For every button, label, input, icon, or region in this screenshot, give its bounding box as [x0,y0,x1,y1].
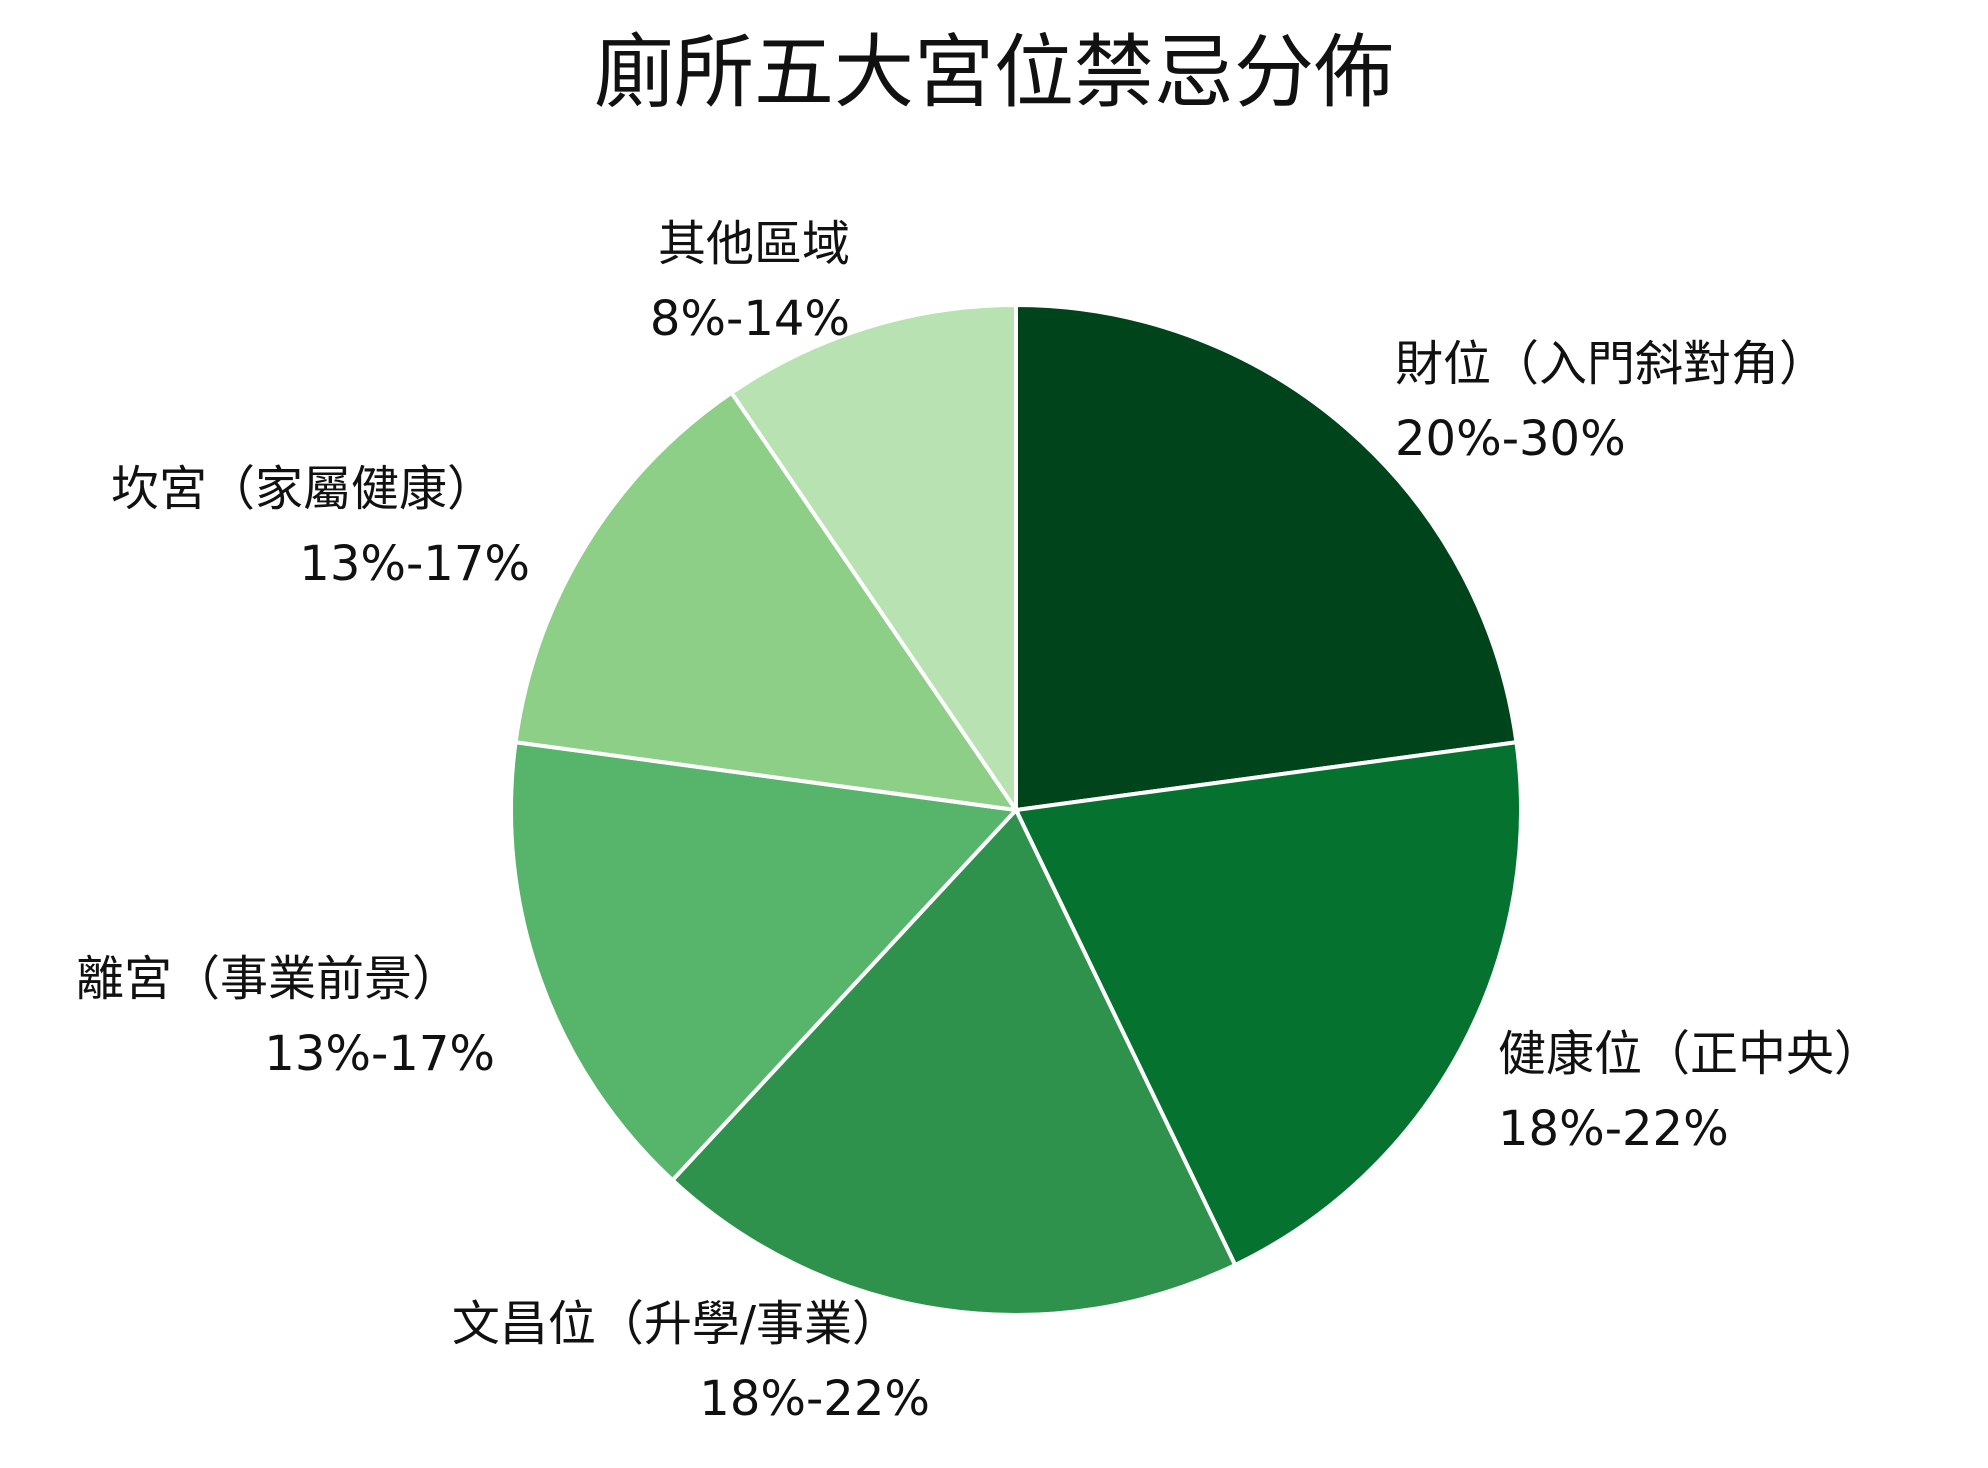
chart-title: 廁所五大宮位禁忌分佈 [594,26,1394,119]
slice-label-name: 坎宮（家屬健康） [111,461,495,517]
slice-label-range: 8%-14% [650,291,850,347]
pie-slice [513,389,1021,813]
pie-slice [669,806,1238,1317]
pie-slice [728,302,1018,817]
slice-label-range: 20%-30% [1395,411,1626,467]
slice-label-range: 18%-22% [1498,1101,1729,1157]
slice-label-range: 13%-17% [299,536,530,592]
pie-slice [1013,739,1523,1268]
slice-label-range: 13%-17% [264,1026,495,1082]
slice-label-range: 18%-22% [699,1371,930,1427]
slice-label-name: 其他區域 [658,216,850,272]
slice-label-name: 離宮（事業前景） [76,951,460,1007]
slice-label-name: 財位（入門斜對角） [1395,336,1827,392]
pie-slices [509,302,1523,1317]
pie-slice [1014,302,1519,813]
slice-label-name: 健康位（正中央） [1498,1026,1882,1082]
pie-slice [509,739,1021,1184]
slice-label-name: 文昌位（升學/事業） [452,1296,900,1352]
